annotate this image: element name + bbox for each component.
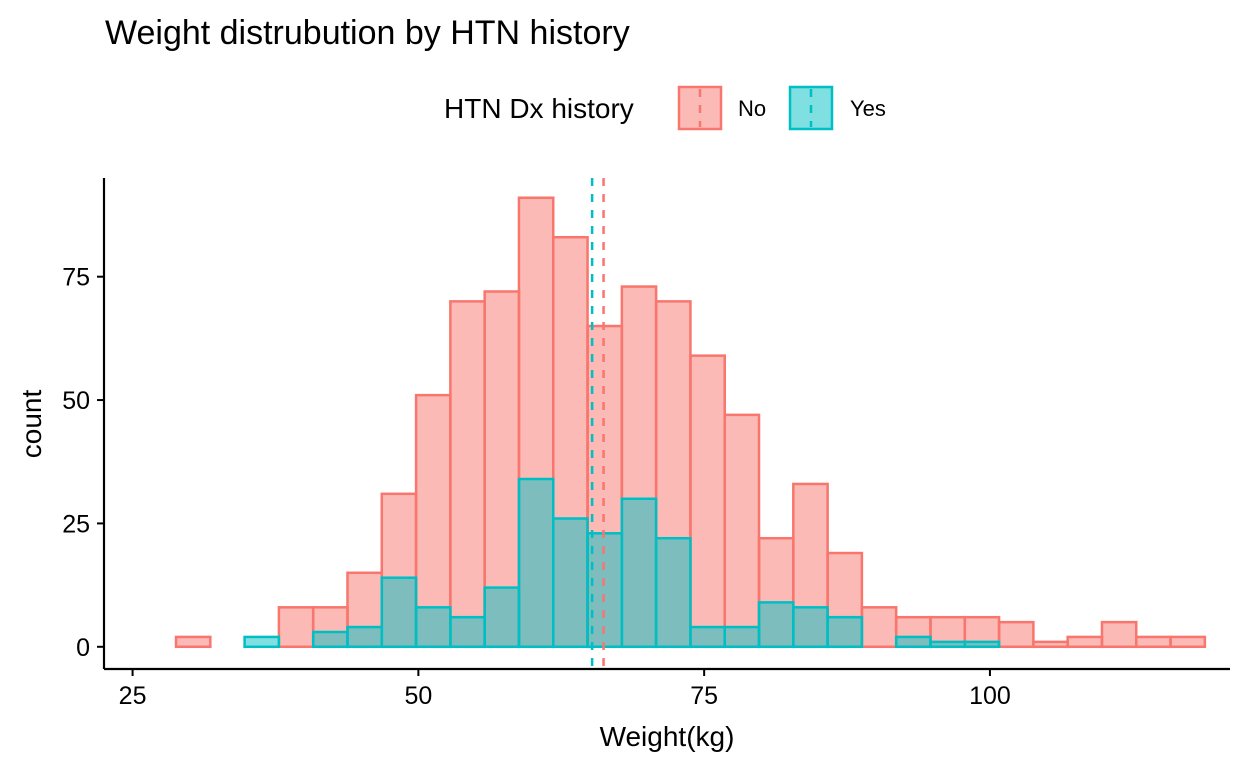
bar-yes bbox=[826, 615, 864, 649]
axes-layer: 25 50 75 100 0 25 50 75 bbox=[62, 178, 1230, 710]
bar-no bbox=[174, 635, 212, 649]
legend-label-yes: Yes bbox=[850, 96, 886, 121]
x-tick-label: 100 bbox=[969, 682, 1011, 710]
bar-yes bbox=[517, 477, 555, 649]
mean-lines-layer bbox=[590, 178, 605, 669]
bar-yes bbox=[311, 630, 349, 649]
bar-yes bbox=[243, 635, 281, 649]
bar-yes bbox=[620, 497, 658, 649]
legend-entry-yes: Yes bbox=[788, 85, 886, 131]
x-tick-label: 50 bbox=[404, 682, 432, 710]
bar-no bbox=[1066, 635, 1104, 649]
bar-no bbox=[1169, 635, 1207, 649]
x-tick-label: 25 bbox=[119, 682, 147, 710]
legend-title: HTN Dx history bbox=[444, 93, 634, 124]
bar-yes bbox=[380, 576, 418, 649]
y-tick-label: 0 bbox=[76, 634, 90, 662]
bar-no bbox=[723, 413, 761, 649]
bar-yes bbox=[894, 635, 932, 649]
bar-yes bbox=[929, 640, 967, 649]
y-tick-label: 50 bbox=[62, 387, 90, 415]
bar-yes bbox=[757, 601, 795, 649]
y-axis-title: count bbox=[16, 390, 47, 459]
legend: HTN Dx history No Yes bbox=[444, 85, 886, 131]
bar-no bbox=[1135, 635, 1172, 649]
y-tick-label: 25 bbox=[62, 510, 90, 538]
bar-yes bbox=[414, 606, 452, 649]
x-axis-title: Weight(kg) bbox=[600, 721, 735, 752]
bar-no bbox=[860, 606, 898, 649]
bar-yes bbox=[723, 625, 761, 649]
bars-layer bbox=[174, 196, 1207, 649]
bar-yes bbox=[346, 625, 384, 649]
bar-no bbox=[1032, 640, 1069, 649]
chart-title: Weight distrubution by HTN history bbox=[105, 14, 630, 52]
legend-label-no: No bbox=[738, 96, 766, 121]
bar-yes bbox=[963, 640, 1001, 649]
y-tick-label: 75 bbox=[62, 264, 90, 292]
bar-no bbox=[689, 354, 726, 649]
series-yes bbox=[243, 477, 1001, 649]
bar-yes bbox=[654, 536, 692, 649]
bar-no bbox=[449, 300, 486, 649]
bar-yes bbox=[552, 517, 589, 649]
legend-entry-no: No bbox=[677, 85, 766, 131]
bar-no bbox=[277, 606, 315, 649]
bar-yes bbox=[792, 606, 829, 649]
bar-no bbox=[1100, 620, 1138, 649]
bar-yes bbox=[449, 615, 486, 649]
bar-yes bbox=[689, 625, 726, 649]
bar-no bbox=[997, 620, 1035, 649]
x-tick-label: 75 bbox=[690, 682, 718, 710]
bar-yes bbox=[483, 586, 521, 649]
